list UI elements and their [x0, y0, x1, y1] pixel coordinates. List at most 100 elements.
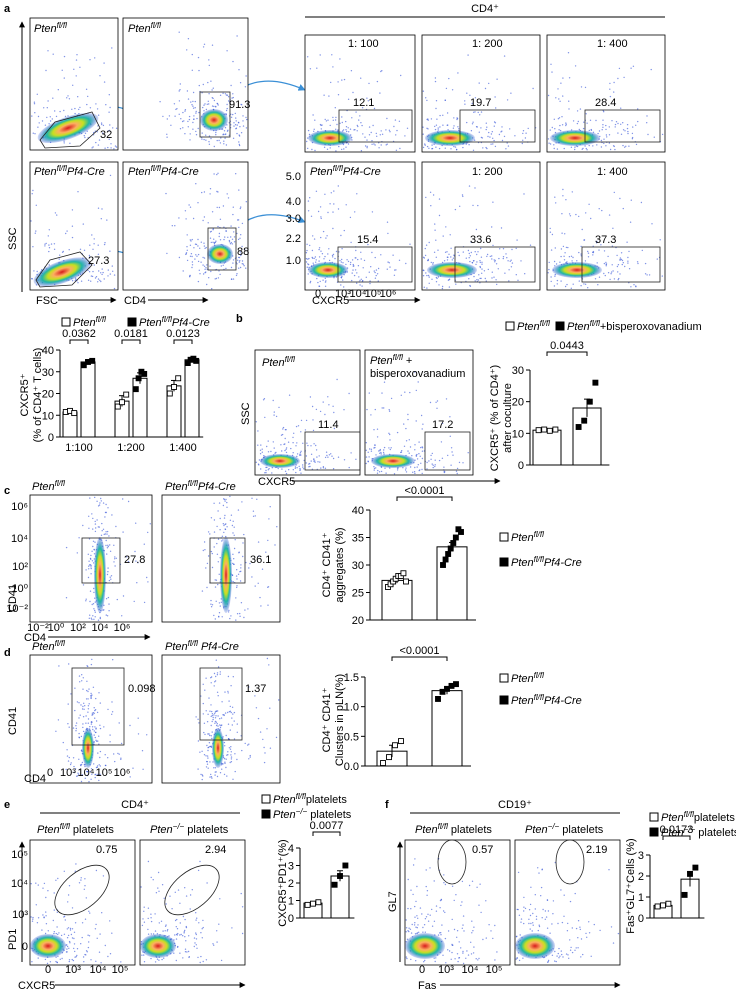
event-dot: [236, 273, 238, 275]
event-dot: [216, 102, 218, 105]
event-dot: [475, 958, 477, 960]
text-part: Pf4-Cre: [198, 481, 236, 493]
event-dot: [91, 714, 93, 716]
event-dot: [89, 912, 91, 914]
text-part: platelets: [307, 809, 352, 821]
significance-bracket: [396, 496, 453, 501]
event-dot: [232, 676, 234, 678]
event-dot: [574, 949, 576, 951]
event-dot: [367, 243, 369, 246]
event-dot: [337, 185, 339, 187]
event-dot: [47, 890, 49, 892]
event-dot: [87, 708, 90, 710]
event-dot: [570, 946, 572, 949]
event-dot: [85, 897, 88, 899]
event-dot: [414, 466, 416, 469]
event-dot: [563, 894, 565, 896]
event-dot: [70, 933, 73, 936]
event-dot: [192, 121, 194, 124]
event-dot: [195, 919, 197, 921]
event-dot: [92, 728, 94, 731]
event-dot: [74, 112, 76, 115]
event-dot: [102, 609, 104, 611]
event-dot: [305, 462, 307, 464]
density: [140, 934, 176, 958]
event-dot: [567, 246, 569, 249]
event-dot: [226, 103, 228, 106]
event-dot: [618, 277, 620, 280]
event-dot: [340, 276, 342, 279]
event-dot: [345, 120, 347, 123]
event-dot: [583, 239, 585, 241]
event-dot: [239, 260, 241, 262]
event-dot: [429, 191, 432, 193]
event-dot: [462, 924, 464, 926]
event-dot: [108, 111, 110, 113]
event-dot: [495, 263, 498, 265]
event-dot: [404, 135, 406, 137]
event-dot: [217, 104, 219, 106]
event-dot: [205, 108, 208, 111]
event-dot: [272, 441, 274, 443]
legend-label: Ptenfl/fl: [511, 671, 544, 685]
event-dot: [189, 139, 191, 141]
event-dot: [207, 222, 209, 224]
event-dot: [621, 259, 624, 262]
event-dot: [472, 149, 475, 151]
text-part: Pten: [34, 166, 57, 178]
event-dot: [635, 143, 638, 146]
event-dot: [207, 81, 209, 84]
event-dot: [179, 922, 181, 924]
event-dot: [232, 60, 234, 63]
event-dot: [240, 253, 242, 255]
data-point: [546, 427, 553, 434]
event-dot: [65, 768, 67, 771]
event-dot: [414, 371, 416, 373]
event-dot: [467, 954, 470, 956]
event-dot: [75, 725, 77, 727]
event-dot: [135, 522, 137, 524]
x-tick-label: 1:400: [169, 442, 197, 454]
y-tick-label: 0: [48, 432, 54, 444]
event-dot: [627, 256, 629, 259]
event-dot: [94, 726, 96, 728]
event-dot: [555, 97, 557, 99]
event-dot: [224, 514, 226, 517]
event-dot: [101, 268, 103, 270]
event-dot: [568, 957, 570, 959]
event-dot: [186, 951, 188, 953]
event-dot: [405, 931, 407, 933]
event-dot: [82, 723, 84, 725]
event-dot: [586, 122, 588, 124]
event-dot: [430, 458, 432, 460]
event-dot: [203, 265, 206, 267]
event-dot: [218, 573, 220, 575]
event-dot: [563, 147, 565, 150]
gate-value: 15.4: [357, 234, 378, 246]
event-dot: [206, 283, 208, 286]
event-dot: [315, 190, 318, 192]
event-dot: [71, 236, 74, 239]
event-dot: [456, 936, 458, 938]
event-dot: [515, 247, 517, 250]
event-dot: [207, 757, 209, 759]
event-dot: [510, 92, 512, 94]
event-dot: [91, 694, 93, 696]
event-dot: [549, 227, 551, 230]
text-part: +bisperoxovanadium: [600, 321, 702, 333]
event-dot: [295, 425, 298, 428]
event-dot: [88, 688, 90, 690]
event-dot: [216, 206, 218, 209]
event-dot: [222, 539, 224, 541]
event-dot: [248, 567, 250, 569]
event-dot: [166, 118, 168, 120]
event-dot: [390, 397, 393, 400]
event-dot: [622, 129, 625, 131]
event-dot: [220, 601, 222, 603]
event-dot: [571, 951, 574, 954]
event-dot: [343, 409, 345, 411]
event-dot: [62, 741, 64, 744]
event-dot: [91, 773, 93, 775]
event-dot: [88, 515, 90, 517]
event-dot: [223, 498, 225, 500]
